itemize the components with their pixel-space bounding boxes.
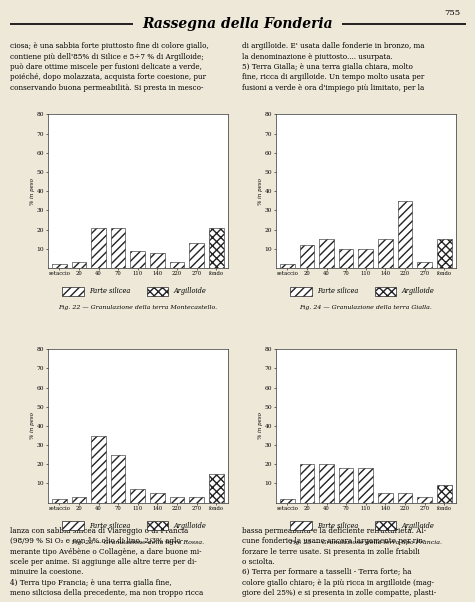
Y-axis label: % in peso: % in peso	[258, 178, 263, 205]
Bar	[72, 497, 86, 503]
Bar	[339, 249, 353, 268]
Bar	[359, 468, 373, 503]
Bar	[52, 264, 66, 268]
Bar	[417, 497, 432, 503]
Text: Argilloide: Argilloide	[402, 287, 435, 295]
Bar	[62, 521, 84, 530]
Bar	[417, 262, 432, 268]
Bar	[378, 239, 393, 268]
Bar	[91, 228, 106, 268]
Y-axis label: % in peso: % in peso	[30, 412, 35, 439]
Bar	[280, 499, 294, 503]
Bar	[398, 493, 412, 503]
Text: Fig. 25 — Granulazione della terra tipo Francia.: Fig. 25 — Granulazione della terra tipo …	[289, 540, 442, 545]
Bar	[170, 262, 184, 268]
Bar	[280, 264, 294, 268]
Bar	[290, 521, 312, 530]
Bar	[209, 474, 224, 503]
Bar	[378, 493, 393, 503]
Bar	[375, 521, 397, 530]
Bar	[319, 239, 334, 268]
Bar	[147, 287, 169, 296]
Bar	[131, 489, 145, 503]
Bar	[290, 287, 312, 296]
Text: Argilloide: Argilloide	[174, 287, 207, 295]
Text: Parte silicea: Parte silicea	[89, 287, 131, 295]
Text: Parte silicea: Parte silicea	[317, 522, 359, 530]
Bar	[189, 243, 204, 268]
Text: Argilloide: Argilloide	[402, 522, 435, 530]
Text: di argilloide. E' usata dalle fonderie in bronzo, ma
la denominazione è piuttost: di argilloide. E' usata dalle fonderie i…	[242, 42, 425, 92]
Bar	[62, 287, 84, 296]
Bar	[111, 228, 125, 268]
Text: Argilloide: Argilloide	[174, 522, 207, 530]
Text: Parte silicea: Parte silicea	[317, 287, 359, 295]
Text: 755: 755	[445, 9, 461, 17]
Bar	[209, 228, 224, 268]
Y-axis label: % in peso: % in peso	[30, 178, 35, 205]
Bar	[150, 493, 165, 503]
Text: ciosa; è una sabbia forte piuttosto fine di colore giallo,
contiene più dell'85%: ciosa; è una sabbia forte piuttosto fine…	[10, 42, 208, 92]
Bar	[72, 262, 86, 268]
Text: Fig. 22 — Granulazione della terra Montecastello.: Fig. 22 — Granulazione della terra Monte…	[58, 305, 217, 310]
Bar	[359, 249, 373, 268]
Text: Fig. 24 — Granulazione della terra Gialla.: Fig. 24 — Granulazione della terra Giall…	[299, 305, 432, 310]
Y-axis label: % in peso: % in peso	[258, 412, 263, 439]
Text: lanza con sabbia silicea di Viareggio o di Francia
(98/99 % Si O₂ e con 1% olio : lanza con sabbia silicea di Viareggio o …	[10, 527, 203, 597]
Bar	[398, 200, 412, 268]
Bar	[111, 455, 125, 503]
Bar	[170, 497, 184, 503]
Bar	[375, 287, 397, 296]
Bar	[300, 245, 314, 268]
Bar	[437, 239, 452, 268]
Text: Fig. 23 — Granulazione della terra Rossa.: Fig. 23 — Granulazione della terra Rossa…	[71, 540, 204, 545]
Bar	[131, 250, 145, 268]
Bar	[300, 464, 314, 503]
Bar	[339, 468, 353, 503]
Bar	[319, 464, 334, 503]
Bar	[189, 497, 204, 503]
Text: bassa permeabilità e la deficiente refrattarietà. Al-
cune fonderie la usano anc: bassa permeabilità e la deficiente refra…	[242, 527, 437, 597]
Bar	[437, 485, 452, 503]
Bar	[147, 521, 169, 530]
Bar	[91, 435, 106, 503]
Text: Rassegna della Fonderia: Rassegna della Fonderia	[142, 17, 333, 31]
Text: Parte silicea: Parte silicea	[89, 522, 131, 530]
Bar	[52, 499, 66, 503]
Bar	[150, 253, 165, 268]
